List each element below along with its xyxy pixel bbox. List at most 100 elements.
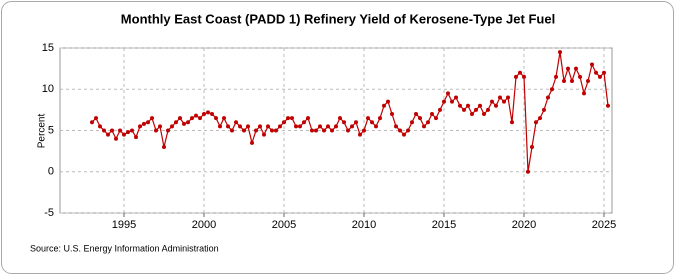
data-point — [534, 120, 538, 125]
x-tick-label: 2025 — [592, 219, 616, 231]
data-point — [334, 124, 338, 129]
data-point — [310, 128, 314, 133]
data-line — [91, 52, 609, 172]
data-point — [302, 120, 306, 125]
data-point — [538, 116, 542, 121]
data-point — [594, 70, 598, 75]
data-point — [406, 128, 410, 133]
y-tick-label: 15 — [42, 42, 54, 54]
data-point — [270, 128, 274, 133]
data-point — [170, 124, 174, 129]
y-tick-label: 5 — [48, 124, 54, 136]
data-point — [442, 99, 446, 104]
data-point — [438, 107, 442, 112]
data-point — [350, 124, 354, 129]
data-point — [426, 120, 430, 125]
data-point — [194, 113, 198, 118]
data-point — [158, 124, 162, 129]
data-point — [262, 132, 266, 137]
x-tick-label: 1995 — [112, 219, 136, 231]
data-point — [282, 120, 286, 125]
data-point — [514, 74, 518, 79]
data-point — [246, 124, 250, 129]
data-point — [238, 124, 242, 129]
data-point — [458, 103, 462, 108]
data-point — [402, 132, 406, 137]
data-point — [498, 95, 502, 100]
y-tick-label: 0 — [48, 166, 54, 178]
data-point — [542, 107, 546, 112]
source-note: Source: U.S. Energy Information Administ… — [30, 243, 219, 253]
data-point — [322, 128, 326, 133]
data-point — [482, 112, 486, 116]
data-point — [490, 99, 494, 104]
data-point — [386, 99, 390, 104]
data-point — [242, 128, 246, 133]
data-point — [250, 140, 254, 145]
data-point — [98, 124, 102, 129]
data-point — [106, 132, 110, 137]
data-point — [466, 103, 470, 108]
data-point — [450, 99, 454, 104]
data-point — [578, 74, 582, 79]
data-point — [546, 95, 550, 100]
data-point — [570, 79, 574, 83]
data-point — [294, 124, 298, 129]
data-point — [342, 120, 346, 125]
data-point — [582, 91, 586, 96]
data-point — [266, 124, 270, 129]
data-point — [110, 128, 114, 133]
data-point — [506, 95, 510, 100]
data-point — [118, 128, 122, 133]
data-point — [278, 124, 282, 129]
x-tick-label: 2015 — [432, 219, 456, 231]
data-point — [370, 120, 374, 125]
x-tick-label: 2010 — [352, 219, 376, 231]
data-point — [602, 70, 606, 75]
data-point — [114, 136, 118, 141]
data-point — [550, 87, 554, 92]
data-point — [346, 128, 350, 133]
data-point — [190, 116, 194, 121]
chart-title: Monthly East Coast (PADD 1) Refinery Yie… — [121, 11, 555, 26]
data-point — [298, 124, 302, 129]
data-point — [154, 128, 158, 133]
data-point — [102, 128, 106, 133]
data-point — [474, 107, 478, 112]
data-point — [206, 110, 210, 115]
x-tick-label: 2000 — [192, 219, 216, 231]
data-point — [202, 112, 206, 116]
data-point — [366, 116, 370, 121]
data-point — [222, 116, 226, 121]
data-point — [306, 116, 310, 121]
data-point — [90, 120, 94, 125]
data-point — [138, 124, 142, 129]
data-point — [390, 112, 394, 116]
data-point — [454, 95, 458, 100]
data-point — [522, 74, 526, 79]
data-point — [378, 116, 382, 121]
data-point — [518, 70, 522, 75]
data-point — [574, 66, 578, 71]
data-point — [374, 124, 378, 129]
data-point — [122, 132, 126, 137]
data-point — [150, 116, 154, 121]
data-point — [382, 103, 386, 108]
data-point — [446, 91, 450, 96]
data-point — [338, 116, 342, 121]
data-point — [130, 128, 134, 133]
data-point — [354, 120, 358, 125]
data-point — [422, 124, 426, 129]
data-point — [470, 112, 474, 116]
data-point — [230, 128, 234, 133]
data-point — [554, 74, 558, 79]
data-point — [174, 120, 178, 125]
data-point — [330, 128, 334, 133]
data-point — [182, 121, 186, 126]
data-point — [186, 120, 190, 125]
data-point — [198, 116, 202, 121]
y-tick-label: 10 — [42, 83, 54, 95]
data-point — [362, 128, 366, 133]
data-point — [558, 50, 562, 55]
